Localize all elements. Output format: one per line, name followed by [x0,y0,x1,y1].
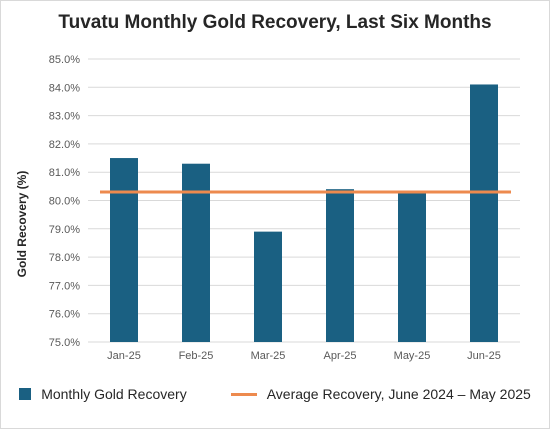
y-tick-label: 80.0% [49,196,80,208]
bar-jun-25 [470,84,498,342]
bar-apr-25 [326,189,354,342]
legend-swatch-line [230,392,257,396]
legend-label-average: Average Recovery, June 2024 – May 2025 [266,386,531,402]
x-tick-label: May-25 [394,350,431,362]
legend-item-average: Average Recovery, June 2024 – May 2025 [230,386,531,402]
y-tick-label: 79.0% [49,224,80,236]
y-tick-label: 78.0% [49,252,80,264]
y-tick-label: 83.0% [49,111,80,123]
x-tick-label: Jun-25 [467,350,501,362]
x-tick-label: Mar-25 [251,350,286,362]
y-tick-label: 82.0% [49,139,80,151]
legend: Monthly Gold Recovery Average Recovery, … [0,386,550,402]
y-tick-label: 76.0% [49,309,80,321]
x-tick-label: Jan-25 [107,350,141,362]
legend-label-monthly: Monthly Gold Recovery [41,386,187,402]
bar-feb-25 [182,163,210,342]
chart-title: Tuvatu Monthly Gold Recovery, Last Six M… [58,12,492,33]
y-tick-label: 77.0% [49,280,80,292]
y-tick-label: 75.0% [49,337,80,349]
y-tick-label: 85.0% [49,54,80,66]
bar-jan-25 [110,158,138,342]
x-tick-label: Feb-25 [179,350,214,362]
legend-item-monthly: Monthly Gold Recovery [19,386,187,402]
legend-swatch-bar [19,388,32,400]
bar-may-25 [398,192,426,342]
y-tick-label: 84.0% [49,82,80,94]
x-tick-label: Apr-25 [323,350,356,362]
bar-mar-25 [254,231,282,342]
y-tick-label: 81.0% [49,167,80,179]
